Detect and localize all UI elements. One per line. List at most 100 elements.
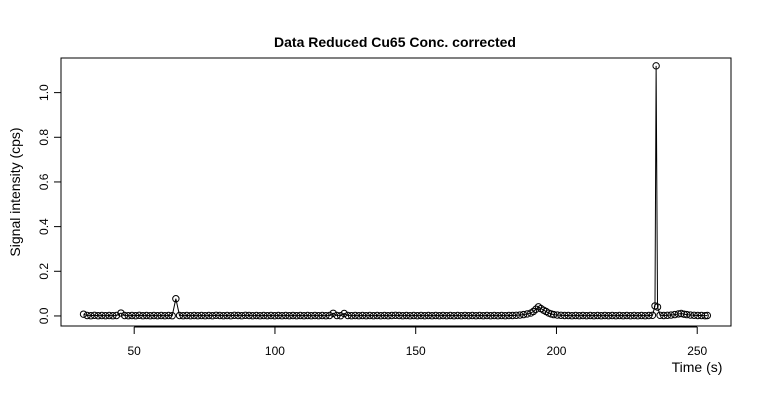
data-point xyxy=(263,312,272,320)
data-point xyxy=(626,312,635,320)
data-point xyxy=(486,312,495,320)
data-point xyxy=(421,312,429,320)
data-point xyxy=(442,312,451,320)
data-point xyxy=(105,311,113,320)
x-axis: 50 100 150 200 250 xyxy=(128,326,708,358)
data-point xyxy=(296,311,304,320)
data-point xyxy=(340,309,348,318)
data-point xyxy=(83,311,91,320)
series-line xyxy=(83,65,708,317)
data-point xyxy=(406,312,414,320)
data-point xyxy=(333,311,341,320)
data-point xyxy=(686,311,695,319)
data-point xyxy=(615,311,624,320)
data-point xyxy=(464,312,473,320)
data-point xyxy=(497,311,506,320)
data-point xyxy=(582,312,591,320)
data-point xyxy=(694,311,702,320)
data-point xyxy=(501,312,509,320)
data-point xyxy=(490,311,498,320)
data-point xyxy=(190,311,198,320)
data-point xyxy=(307,312,315,320)
data-point xyxy=(472,312,480,320)
data-point xyxy=(608,311,616,320)
data-point xyxy=(205,311,213,320)
data-point xyxy=(660,311,668,320)
data-point xyxy=(344,311,352,320)
data-point xyxy=(395,311,403,320)
data-point xyxy=(358,311,367,320)
data-point xyxy=(645,311,653,320)
data-point xyxy=(241,311,250,319)
data-point xyxy=(683,310,691,319)
data-point xyxy=(245,311,253,320)
data-point xyxy=(351,311,359,320)
x-tick-label: 200 xyxy=(546,344,566,358)
data-point xyxy=(230,311,239,319)
data-point xyxy=(267,311,275,320)
data-point xyxy=(329,309,337,317)
data-point xyxy=(529,307,538,316)
data-point xyxy=(252,311,261,320)
data-point xyxy=(549,310,558,319)
data-point xyxy=(179,312,187,320)
data-point xyxy=(355,312,363,320)
data-point xyxy=(256,312,264,320)
data-point xyxy=(90,311,99,319)
x-tick-label: 100 xyxy=(265,344,285,358)
data-point xyxy=(278,312,286,320)
x-tick-label: 150 xyxy=(406,344,426,358)
data-point xyxy=(560,311,569,320)
data-point xyxy=(571,311,580,320)
series-layer xyxy=(79,62,712,320)
data-point xyxy=(653,303,662,311)
data-point xyxy=(249,312,257,320)
data-point xyxy=(512,311,520,319)
data-point xyxy=(117,309,125,317)
data-point xyxy=(593,311,602,320)
data-point xyxy=(648,311,657,319)
data-point xyxy=(446,311,455,320)
data-point xyxy=(208,312,217,320)
data-point xyxy=(431,311,440,320)
data-point xyxy=(238,312,246,320)
data-point xyxy=(212,311,220,319)
data-point xyxy=(674,310,683,318)
data-point xyxy=(450,312,458,320)
data-point xyxy=(604,312,613,320)
data-point xyxy=(388,311,396,320)
data-point xyxy=(641,312,649,320)
data-point xyxy=(475,311,484,320)
data-point xyxy=(637,311,646,320)
y-tick-label: 0.0 xyxy=(37,307,51,324)
data-point xyxy=(399,312,407,320)
data-point xyxy=(391,311,400,319)
data-point xyxy=(161,312,169,320)
data-point xyxy=(300,312,308,320)
y-axis-label: Signal intensity (cps) xyxy=(7,127,23,256)
data-point xyxy=(281,311,290,320)
chart-title: Data Reduced Cu65 Conc. corrected xyxy=(274,34,516,50)
data-point xyxy=(274,311,283,320)
data-point xyxy=(153,312,162,320)
data-point xyxy=(128,311,136,320)
data-point xyxy=(532,305,540,313)
data-point xyxy=(168,312,176,320)
data-point xyxy=(457,312,466,320)
data-point xyxy=(366,311,374,320)
data-point xyxy=(612,312,620,320)
data-point xyxy=(234,311,242,320)
data-point xyxy=(380,311,389,320)
data-point xyxy=(150,311,158,320)
data-point xyxy=(318,311,326,320)
data-point xyxy=(87,312,95,320)
data-point xyxy=(362,312,370,320)
data-point xyxy=(172,295,180,303)
data-point xyxy=(347,312,356,320)
data-point xyxy=(586,311,594,320)
data-point xyxy=(216,311,224,320)
data-point xyxy=(402,311,411,320)
data-point xyxy=(175,311,184,320)
data-point xyxy=(377,312,385,320)
